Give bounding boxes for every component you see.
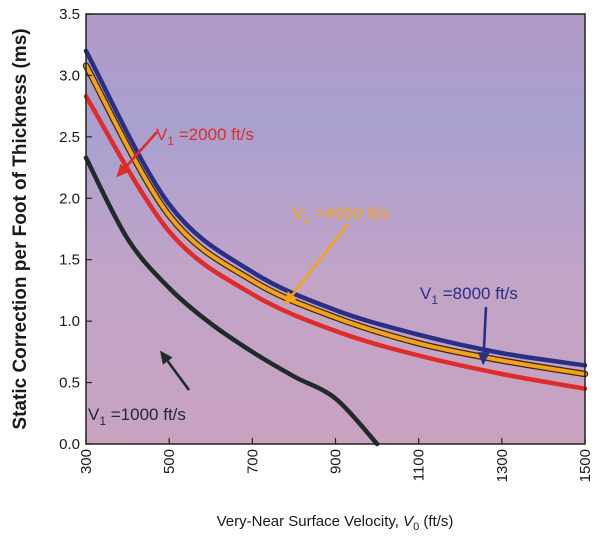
x-tick-label: 700 — [244, 449, 261, 474]
y-tick-label: 1.5 — [59, 252, 80, 269]
y-tick-label: 1.0 — [59, 313, 80, 330]
series-line-1000 — [83, 155, 380, 447]
series-line-4000 — [84, 63, 587, 376]
arrow-1000-shaft — [166, 360, 191, 391]
plot-background — [86, 14, 585, 444]
y-tick-label: 3.5 — [59, 6, 80, 23]
arrow-1000-head — [160, 350, 173, 365]
arrow-8000-head — [477, 352, 490, 366]
annotation-arrows — [116, 131, 490, 391]
annotation-1000: V1 =1000 ft/s — [88, 405, 186, 428]
y-tick-label: 0.0 — [59, 436, 80, 453]
annotation-4000: V1 =4000 ft/s — [292, 204, 390, 227]
x-axis-title: Very-Near Surface Velocity, V0 (ft/s) — [217, 513, 454, 533]
annotation-2000: V1 =2000 ft/s — [156, 125, 254, 148]
y-tick-label: 0.5 — [59, 375, 80, 392]
y-tick-label: 2.0 — [59, 190, 80, 207]
series-line-8000 — [83, 48, 588, 368]
y-axis-ticks: 0.0 0.5 1.0 1.5 2.0 2.5 3.0 3.5 — [59, 6, 92, 453]
x-tick-label: 300 — [78, 449, 95, 474]
x-tick-label: 1300 — [494, 449, 511, 482]
arrow-4000-shaft — [291, 223, 350, 296]
curve-layer — [82, 48, 589, 447]
arrow-2000-shaft — [124, 131, 158, 169]
x-tick-label: 1500 — [577, 449, 594, 482]
annotation-8000: V1 =8000 ft/s — [420, 284, 518, 307]
x-tick-label: 1100 — [411, 449, 428, 481]
arrow-2000-head — [116, 163, 130, 178]
x-tick-label: 900 — [328, 449, 345, 474]
x-tick-label: 500 — [161, 449, 178, 474]
arrow-8000-shaft — [482, 306, 488, 353]
series-line-2000 — [83, 94, 588, 391]
arrow-4000-head — [284, 291, 298, 306]
y-tick-label: 2.5 — [59, 129, 80, 146]
x-axis-ticks: 300 500 700 900 1100 1300 1500 — [78, 438, 594, 482]
y-axis-title: Static Correction per Foot of Thickness … — [10, 28, 31, 429]
y-tick-label: 3.0 — [59, 67, 80, 84]
